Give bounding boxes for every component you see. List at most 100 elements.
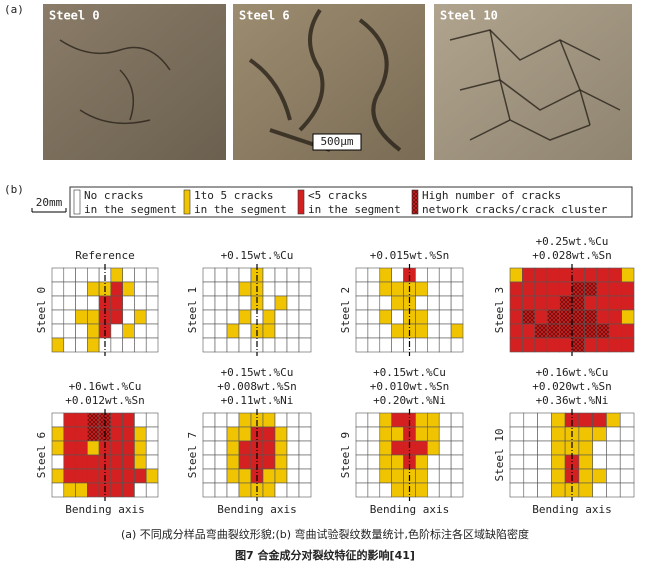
- grid-cell: [551, 440, 566, 456]
- grid-cell: [606, 468, 621, 484]
- grid-cell: [355, 295, 369, 311]
- grid-cell: [145, 454, 159, 470]
- composition: +0.36wt.%Ni: [536, 394, 609, 407]
- grid-cell: [619, 426, 635, 442]
- grid-cell: [355, 454, 369, 470]
- steel-label: Steel 7: [186, 432, 199, 478]
- caption: (a) 不同成分样品弯曲裂纹形貌;(b) 弯曲试验裂纹数量统计,色阶标注各区域缺…: [121, 527, 529, 541]
- grid-cell: [122, 295, 135, 311]
- grid-cell: [608, 323, 622, 339]
- grid-cell: [367, 309, 381, 325]
- grid-cell: [75, 295, 88, 311]
- grid-cell: [551, 412, 566, 428]
- grid-cell: [522, 295, 536, 311]
- grid-cell: [262, 468, 276, 484]
- grid-cell: [355, 281, 369, 297]
- grid-cell: [355, 482, 369, 498]
- grid-cell: [608, 281, 622, 297]
- grid-cell: [298, 468, 312, 484]
- composition: +0.15wt.%Cu: [373, 366, 446, 379]
- grid-cell: [226, 323, 240, 339]
- crack: [469, 119, 591, 141]
- grid-cell: [238, 295, 252, 311]
- grid-cell: [298, 454, 312, 470]
- grid-cell: [367, 468, 381, 484]
- grid-cell: [134, 337, 147, 353]
- grid-cell: [522, 337, 536, 353]
- grid-cell: [355, 440, 369, 456]
- grid-cell: [134, 454, 147, 470]
- photo-label: Steel 0: [49, 9, 100, 23]
- grid-cell: [202, 323, 216, 339]
- grid-cell: [110, 454, 123, 470]
- grid-cell: [608, 267, 622, 283]
- grid-cell: [537, 468, 552, 484]
- grid-cell: [438, 440, 452, 456]
- grid-cell: [592, 454, 607, 470]
- grid-cell: [145, 412, 159, 428]
- grid-cell: [578, 426, 593, 442]
- grid-cell: [298, 281, 312, 297]
- grid-cell: [202, 412, 216, 428]
- crack: [459, 79, 621, 111]
- grid-cell: [621, 281, 635, 297]
- grid-cell: [145, 482, 159, 498]
- grid-cell: [391, 482, 404, 498]
- composition: +0.16wt.%Cu: [536, 366, 609, 379]
- grid-cell: [214, 281, 228, 297]
- grid-cell: [63, 440, 76, 456]
- grid-cell: [571, 309, 585, 325]
- grid-cell: [134, 281, 147, 297]
- grid-cell: [274, 295, 288, 311]
- grid-cell: [450, 412, 464, 428]
- grid-cell: [415, 295, 428, 311]
- grid-cell: [75, 281, 88, 297]
- grid-cell: [214, 337, 228, 353]
- grid-cell: [122, 281, 135, 297]
- grid-cell: [122, 412, 135, 428]
- grid-cell: [592, 412, 607, 428]
- grid-cell: [75, 337, 88, 353]
- grid-cell: [87, 323, 100, 339]
- grid-cell: [559, 309, 573, 325]
- grid-cell: [438, 309, 452, 325]
- grid-cell: [226, 309, 240, 325]
- photo-label: Steel 10: [440, 9, 498, 23]
- grid-cell: [427, 267, 440, 283]
- grid-cell: [298, 482, 312, 498]
- grid-cell: [546, 281, 560, 297]
- grid-cell: [619, 468, 635, 484]
- grid-cell: [226, 440, 240, 456]
- grid-cell: [450, 482, 464, 498]
- grid-cell: [63, 281, 76, 297]
- grid-cell: [584, 337, 598, 353]
- grid-cell: [415, 482, 428, 498]
- grid-cell: [559, 337, 573, 353]
- grid-cell: [551, 454, 566, 470]
- grid-cell: [226, 337, 240, 353]
- grid-cell: [145, 281, 159, 297]
- grid-cell: [262, 412, 276, 428]
- grid-cell: [75, 426, 88, 442]
- grid-cell: [584, 295, 598, 311]
- grid-cell: [523, 440, 538, 456]
- grid-cell: [391, 309, 404, 325]
- grid-cell: [509, 468, 525, 484]
- composition: +0.012wt.%Sn: [65, 394, 144, 407]
- grid-cell: [75, 412, 88, 428]
- grid-cell: [537, 440, 552, 456]
- grid-cell: [262, 440, 276, 456]
- composition: +0.20wt.%Ni: [373, 394, 446, 407]
- grid-cell: [355, 468, 369, 484]
- grid-cell: [379, 468, 392, 484]
- grid-cell: [415, 337, 428, 353]
- grid-cell: [214, 426, 228, 442]
- composition: +0.15wt.%Cu: [221, 249, 294, 262]
- grid-cell: [546, 267, 560, 283]
- composition: +0.010wt.%Sn: [370, 380, 449, 393]
- grid-cell: [262, 309, 276, 325]
- grid-cell: [75, 267, 88, 283]
- grid-cell: [379, 426, 392, 442]
- grid-cell: [450, 468, 464, 484]
- grid-cell: [145, 468, 159, 484]
